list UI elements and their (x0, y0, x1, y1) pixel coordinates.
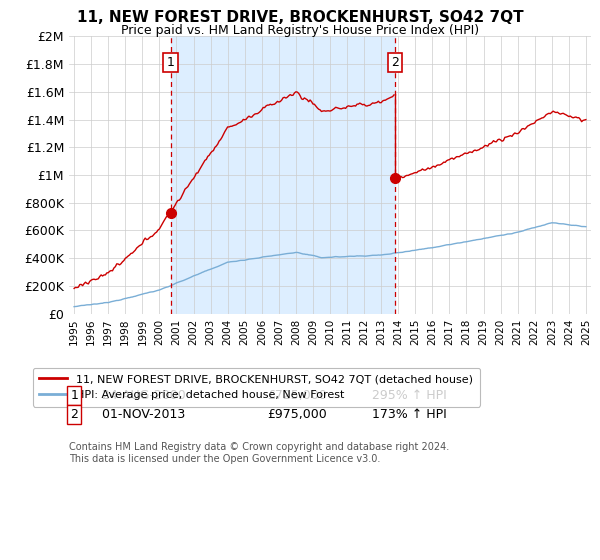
Text: 2: 2 (70, 408, 78, 421)
Text: Price paid vs. HM Land Registry's House Price Index (HPI): Price paid vs. HM Land Registry's House … (121, 24, 479, 36)
Text: £725,000: £725,000 (268, 389, 327, 402)
Text: 1: 1 (167, 56, 175, 69)
Legend: 11, NEW FOREST DRIVE, BROCKENHURST, SO42 7QT (detached house), HPI: Average pric: 11, NEW FOREST DRIVE, BROCKENHURST, SO42… (33, 368, 480, 407)
Text: 11, NEW FOREST DRIVE, BROCKENHURST, SO42 7QT: 11, NEW FOREST DRIVE, BROCKENHURST, SO42… (77, 10, 523, 25)
Text: 173% ↑ HPI: 173% ↑ HPI (372, 408, 446, 421)
Text: 295% ↑ HPI: 295% ↑ HPI (372, 389, 446, 402)
Bar (170, 36, 395, 314)
Text: 24-AUG-2000: 24-AUG-2000 (90, 389, 185, 402)
Text: 1: 1 (70, 389, 78, 402)
Text: £975,000: £975,000 (268, 408, 327, 421)
Text: Contains HM Land Registry data © Crown copyright and database right 2024.
This d: Contains HM Land Registry data © Crown c… (69, 442, 449, 464)
Text: 2: 2 (391, 56, 399, 69)
Text: 01-NOV-2013: 01-NOV-2013 (90, 408, 185, 421)
